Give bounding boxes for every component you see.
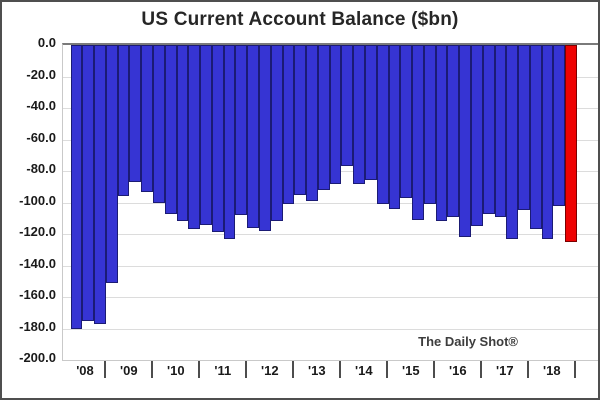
y-axis-tick-label: -120.0 <box>19 224 56 239</box>
bar-2011-Q4 <box>247 45 259 228</box>
x-axis-tick <box>480 361 483 378</box>
y-axis-tick-label: -140.0 <box>19 255 56 271</box>
bar-2016-Q1 <box>447 45 460 217</box>
x-axis-year-label: '15 <box>402 363 420 378</box>
x-axis-year-label: '14 <box>355 363 373 378</box>
bar-2017-Q1 <box>494 45 507 217</box>
x-axis-tick <box>151 361 154 378</box>
bar-2014-Q3 <box>376 45 389 205</box>
bar-2018-Q1 <box>541 45 554 239</box>
x-axis-tick <box>292 361 295 378</box>
x-axis-year-label: '11 <box>214 363 232 378</box>
bar-2012-Q3 <box>282 45 295 205</box>
x-axis-tick <box>386 361 389 378</box>
y-axis-tick-label: -80.0 <box>26 161 56 176</box>
bar-2014-Q2 <box>365 45 377 181</box>
bar-2015-Q2 <box>412 45 424 220</box>
bar-2009-Q3 <box>141 45 153 192</box>
y-axis-tick-label: 0.0 <box>37 35 56 50</box>
y-axis-tick-label: -20.0 <box>26 66 56 82</box>
y-axis-tick-label: -200.0 <box>19 350 56 365</box>
bar-2009-Q1 <box>117 45 130 197</box>
x-axis-tick <box>104 361 107 378</box>
gridline <box>63 328 598 330</box>
x-axis-tick <box>574 361 577 378</box>
bar-2017-Q2 <box>506 45 519 239</box>
bar-2014-Q4 <box>388 45 401 209</box>
bar-2011-Q2 <box>223 45 236 239</box>
bar-2018-Q2 <box>553 45 566 206</box>
y-axis-tick-label: -180.0 <box>19 318 56 334</box>
bar-2012-Q2 <box>270 45 283 222</box>
bar-2010-Q3 <box>188 45 201 230</box>
bar-2015-Q1 <box>400 45 413 198</box>
y-axis-tick-label: -60.0 <box>26 129 56 145</box>
bar-2009-Q2 <box>129 45 142 182</box>
bar-2011-Q1 <box>211 45 224 233</box>
x-axis-year-label: '08 <box>76 363 94 378</box>
bar-2013-Q1 <box>306 45 318 201</box>
bar-2011-Q3 <box>235 45 248 216</box>
bar-2015-Q4 <box>435 45 448 222</box>
y-axis-tick-label: -160.0 <box>19 287 56 302</box>
x-axis-year-label: '18 <box>543 363 561 378</box>
bar-2010-Q4 <box>200 45 212 225</box>
bar-2016-Q3 <box>471 45 483 227</box>
x-axis-tick <box>339 361 342 378</box>
bar-2014-Q1 <box>353 45 365 184</box>
bar-2009-Q4 <box>152 45 165 203</box>
bar-2008-Q2 <box>82 45 95 321</box>
bar-2010-Q1 <box>164 45 177 214</box>
bar-2018-Q3 <box>565 45 578 242</box>
y-axis-tick-label: -40.0 <box>26 98 56 113</box>
bar-2012-Q1 <box>258 45 271 231</box>
x-axis-year-label: '17 <box>496 363 514 378</box>
gridline <box>63 265 598 267</box>
plot-area <box>62 43 598 361</box>
x-axis-year-label: '09 <box>120 363 138 378</box>
source-watermark: The Daily Shot® <box>418 334 518 349</box>
bar-2008-Q4 <box>105 45 118 283</box>
x-axis-year-label: '13 <box>308 363 326 378</box>
x-axis-tick <box>198 361 201 378</box>
x-axis-tick <box>433 361 436 378</box>
gridline <box>63 202 598 204</box>
bar-2008-Q3 <box>94 45 106 324</box>
bar-2010-Q2 <box>176 45 189 222</box>
bar-2015-Q3 <box>423 45 436 205</box>
bar-2008-Q1 <box>70 45 83 329</box>
x-axis-year-label: '16 <box>449 363 467 378</box>
bar-2017-Q3 <box>518 45 530 211</box>
bar-2013-Q4 <box>341 45 354 167</box>
bar-2016-Q4 <box>482 45 495 214</box>
x-axis-year-label: '12 <box>261 363 279 378</box>
gridline <box>63 234 598 235</box>
chart-title: US Current Account Balance ($bn) <box>141 9 459 30</box>
x-axis-tick <box>245 361 248 378</box>
bar-2012-Q4 <box>294 45 307 195</box>
bar-2013-Q2 <box>317 45 330 190</box>
bar-2016-Q2 <box>459 45 471 238</box>
bar-2013-Q3 <box>329 45 342 184</box>
gridline <box>63 297 598 298</box>
x-axis-year-label: '10 <box>167 363 185 378</box>
y-axis-tick-label: -100.0 <box>19 192 56 208</box>
bar-2017-Q4 <box>529 45 542 230</box>
x-axis-tick <box>527 361 530 378</box>
